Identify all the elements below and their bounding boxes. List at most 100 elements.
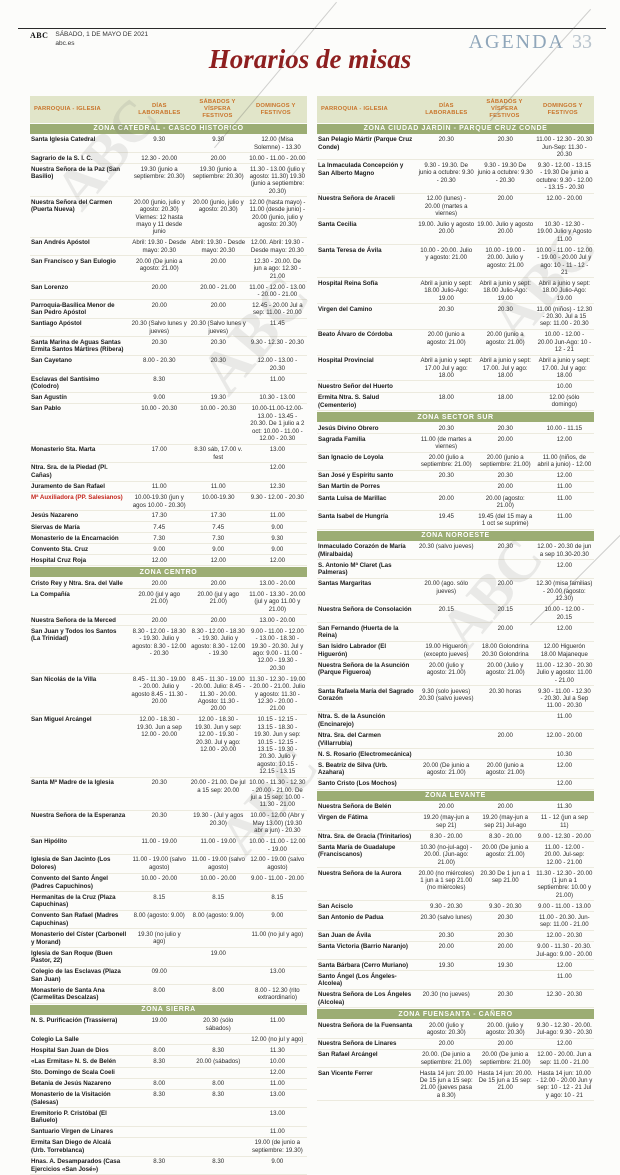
parish-row: Santo Ángel (Los Ángeles-Alcolea) 11.00 [317,971,594,990]
parish-name: La Inmaculada Concepción y San Alberto M… [318,161,404,177]
parish-row: Santa Iglesia Catedral 9.30 9.30 12.00 (Mis… [30,135,307,154]
time-cell-lab: 20.30 [438,424,454,432]
time-cell-lab: 20.00 [151,579,167,587]
time-cell-dom: 9.00 - 11.30 - 20.30. Jul-ago: 9.00 - 20… [536,943,593,958]
parish-name: Virgen del Camino [318,305,373,313]
time-cell-sab [189,1139,248,1154]
time-cell-dom: 9.30 [271,534,284,542]
parish-row: Monasterio Sta. Marta 17.00 8.30 sáb, 17.0… [30,445,307,463]
parish-row: San Pelagio Mártir (Parque Cruz Conde) 20… [317,135,594,161]
time-cell-dom: 12.00 - 20.00 [546,731,583,739]
time-cell-sab [189,376,248,391]
parish-name: N. S. Rosario (Electromecánica) [318,750,412,758]
time-cell-sab: Abril a junio y sept: 18.00 Julio-Ago: 1… [479,279,531,302]
parish-name: San Acisclo [318,902,353,910]
parish-name: Monasterio de Santa Ana (Carmelitas Desc… [31,986,105,1002]
time-cell-sab: 20.00 [497,483,513,491]
time-cell-dom: 9.30 - 11.00 - 12.30 - 20.30. Jul a Sep … [537,687,591,710]
page-number: 33 [572,31,592,53]
time-cell-sab: 11.00 - 19.00 [200,838,236,846]
column-header-sabados: SÁBADOS Y VÍSPERA FESTIVOS [199,99,236,120]
time-cell-sab: 11.00 [210,483,226,491]
parish-name: Iglesia de San Roque (Buen Pastor, 22) [31,949,113,965]
parish-row: Ermita Ntra. S. Salud (Cementerio) 18.00 1… [317,393,594,412]
parish-row: Nuestro Señor del Huerto 10.00 [317,381,594,393]
parish-name: San Pelagio Mártir (Parque Cruz Conde) [318,136,413,151]
time-cell-lab: 11.00 (de martes a viernes) [420,435,472,451]
parish-name: Ermita San Diego de Alcalá (Urb. Torrebl… [31,1139,111,1155]
time-cell-lab: 20.00 [151,301,167,309]
time-cell-dom: 12.00 [556,761,572,769]
time-cell-sab: 20.00 [497,580,513,588]
parish-row: San Isidro Labrador (El Higuerón) 19.00 H… [317,642,594,661]
parish-name: Mª Auxiliadora (PP. Salesianos) [31,494,123,502]
time-cell-lab: 19.00 Higuerón (excepto jueves) [423,643,469,658]
time-cell-lab [417,713,476,728]
parish-name: Nuestra Señora del Carmen (Puerta Nueva) [31,198,113,214]
time-cell-sab: 8.00 (agosto: 9.00) [192,912,244,920]
time-cell-dom: 12.00 Higuerón 18.00 Majaneque [540,643,588,658]
time-cell-lab: 8.00 - 20.30 [142,357,176,365]
parish-row: San Pablo 10.00 - 20.30 10.00 - 20.30 10.00… [30,404,307,445]
time-cell-dom: 10.00 - 11.30 - 12.30 - 20.00 - 21.00. D… [249,779,306,809]
time-cell-dom: 13.00 [269,968,285,976]
time-cell-dom: 9.00 - 11.00 - 12.00 - 13.00 - 18.30 - 1… [250,627,304,672]
parish-name: Nuestra Señora de Araceli [318,195,395,203]
parish-name: San Isidro Labrador (El Higuerón) [318,643,387,658]
time-cell-lab [417,751,476,759]
time-cell-dom: 10.00 - 12.00 (Abr y May 13.00) (19.30 a… [250,812,305,835]
parish-row: San Lorenzo 20.00 20.00 - 21.00 11.00 - 12.… [30,282,307,301]
parish-row: Inmaculado Corazón de María (Miralbaida)… [317,542,594,561]
time-cell-dom: 12.00 [269,464,285,472]
parish-row: Ntra. Sra. de la Piedad (Pl. Cañas) 12.00 [30,463,307,482]
time-cell-lab: 20.30 (Salvo lunes y jueves) [131,320,187,335]
time-cell-lab: 8.30 [153,1158,166,1166]
time-cell-sab: 20.00 (agosto: 21.00) [485,494,525,509]
parish-row: Siervas de María 7.45 7.45 9.00 [30,522,307,534]
time-cell-lab: 17.30 [151,512,167,520]
time-cell-sab: 12.00 - 18.30 - 19.30. Jun y sep: 12.00 … [195,716,242,753]
parish-row: Virgen del Camino 20.30 20.30 11.00 (niños)… [317,304,594,330]
parish-name: Nuestra Señora de la Paz (San Basilio) [31,165,121,181]
column-header-laborables: DÍAS LABORABLES [138,102,181,116]
parish-name: Santo Ángel (Los Ángeles-Alcolea) [318,972,397,988]
parish-row: San Juan y Todos los Santos (La Trinidad… [30,626,307,675]
site-url[interactable]: abc.es [55,39,75,47]
time-cell-lab: 20.15 [438,606,454,614]
parish-row: San Cayetano 8.00 - 20.30 20.30 12.00 - 13.… [30,356,307,375]
time-cell-sab: 10.00 - 19.00 - 20.00. Julio y agosto: 2… [485,246,526,269]
parish-row: Santa Teresa de Ávila 10.00 - 20.00. Juli… [317,245,594,279]
parish-name: Santiago Apóstol [31,320,82,328]
parish-row: San Ignacio de Loyola 20.00 (julio a sept… [317,453,594,471]
parish-row: «Las Ermitas» N. S. de Belén 8.30 20.00 (s… [30,1056,307,1068]
time-cell-sab: 20.30 horas [489,687,522,695]
time-cell-lab: 10.30 (no-jul-ago) - 20.00. (Jun-ago: 21… [420,843,473,866]
parish-row: Hospital Reina Sofía Abril a junio y sept… [317,278,594,305]
time-cell-dom: 10.30 [556,750,572,758]
parish-name: San Pablo [31,405,61,413]
time-cell-lab: 20.00 [151,616,167,624]
parish-row: Santa Isabel de Hungría 19.45 19.45 (del 1… [317,511,594,530]
time-cell-sab: Hasta 14 jun: 20.00. De 15 jun a 15 sep:… [477,1069,533,1092]
time-cell-lab: 20.30 [151,779,167,787]
parish-name: Santa Luisa de Marillac [318,494,387,502]
time-cell-dom: 10.00 - 11.15 [546,424,583,432]
time-cell-dom: 9.00 - 11.00 - 20.00 [250,875,304,883]
parish-name: Santa Marina de Aguas Santas Ermita Sant… [31,338,124,354]
time-cell-lab: 7.30 [153,534,166,542]
time-cell-sab [189,1069,248,1077]
parish-row: Ntra. S. de la Asunción (Encinarejo) 11.0… [317,712,594,731]
time-cell-sab: 10.00 - 20.30 [200,405,237,413]
time-cell-sab: 9.30 [212,136,225,144]
time-cell-sab: 8.30 - 20.00 [488,832,522,840]
time-cell-sab: 8.30 - 12.00 - 18.30 - 19.30. Julio y ag… [191,627,246,657]
time-cell-lab: 20.00 (junio, julio y agosto: 20.30) Vie… [133,198,185,236]
parish-name: Ntra. S. de la Asunción (Encinarejo) [318,713,386,728]
time-cell-lab: 19.30 (junio a septiembre: 20.30) [133,165,185,181]
time-cell-dom: 9.00 [271,523,284,531]
parish-row: Ntra. Sra. del Carmen (Villarrubia) 20.00… [317,730,594,750]
parish-row: Santa Cecilia 19.00. Julio y agosto 20.00… [317,219,594,246]
parish-name: Santa Teresa de Ávila [318,246,382,254]
parish-name: Nuestro Señor del Huerto [318,382,393,390]
time-cell-lab: 8.30 - 12.00 - 18.30 - 19.30. Julio y ag… [132,627,187,657]
